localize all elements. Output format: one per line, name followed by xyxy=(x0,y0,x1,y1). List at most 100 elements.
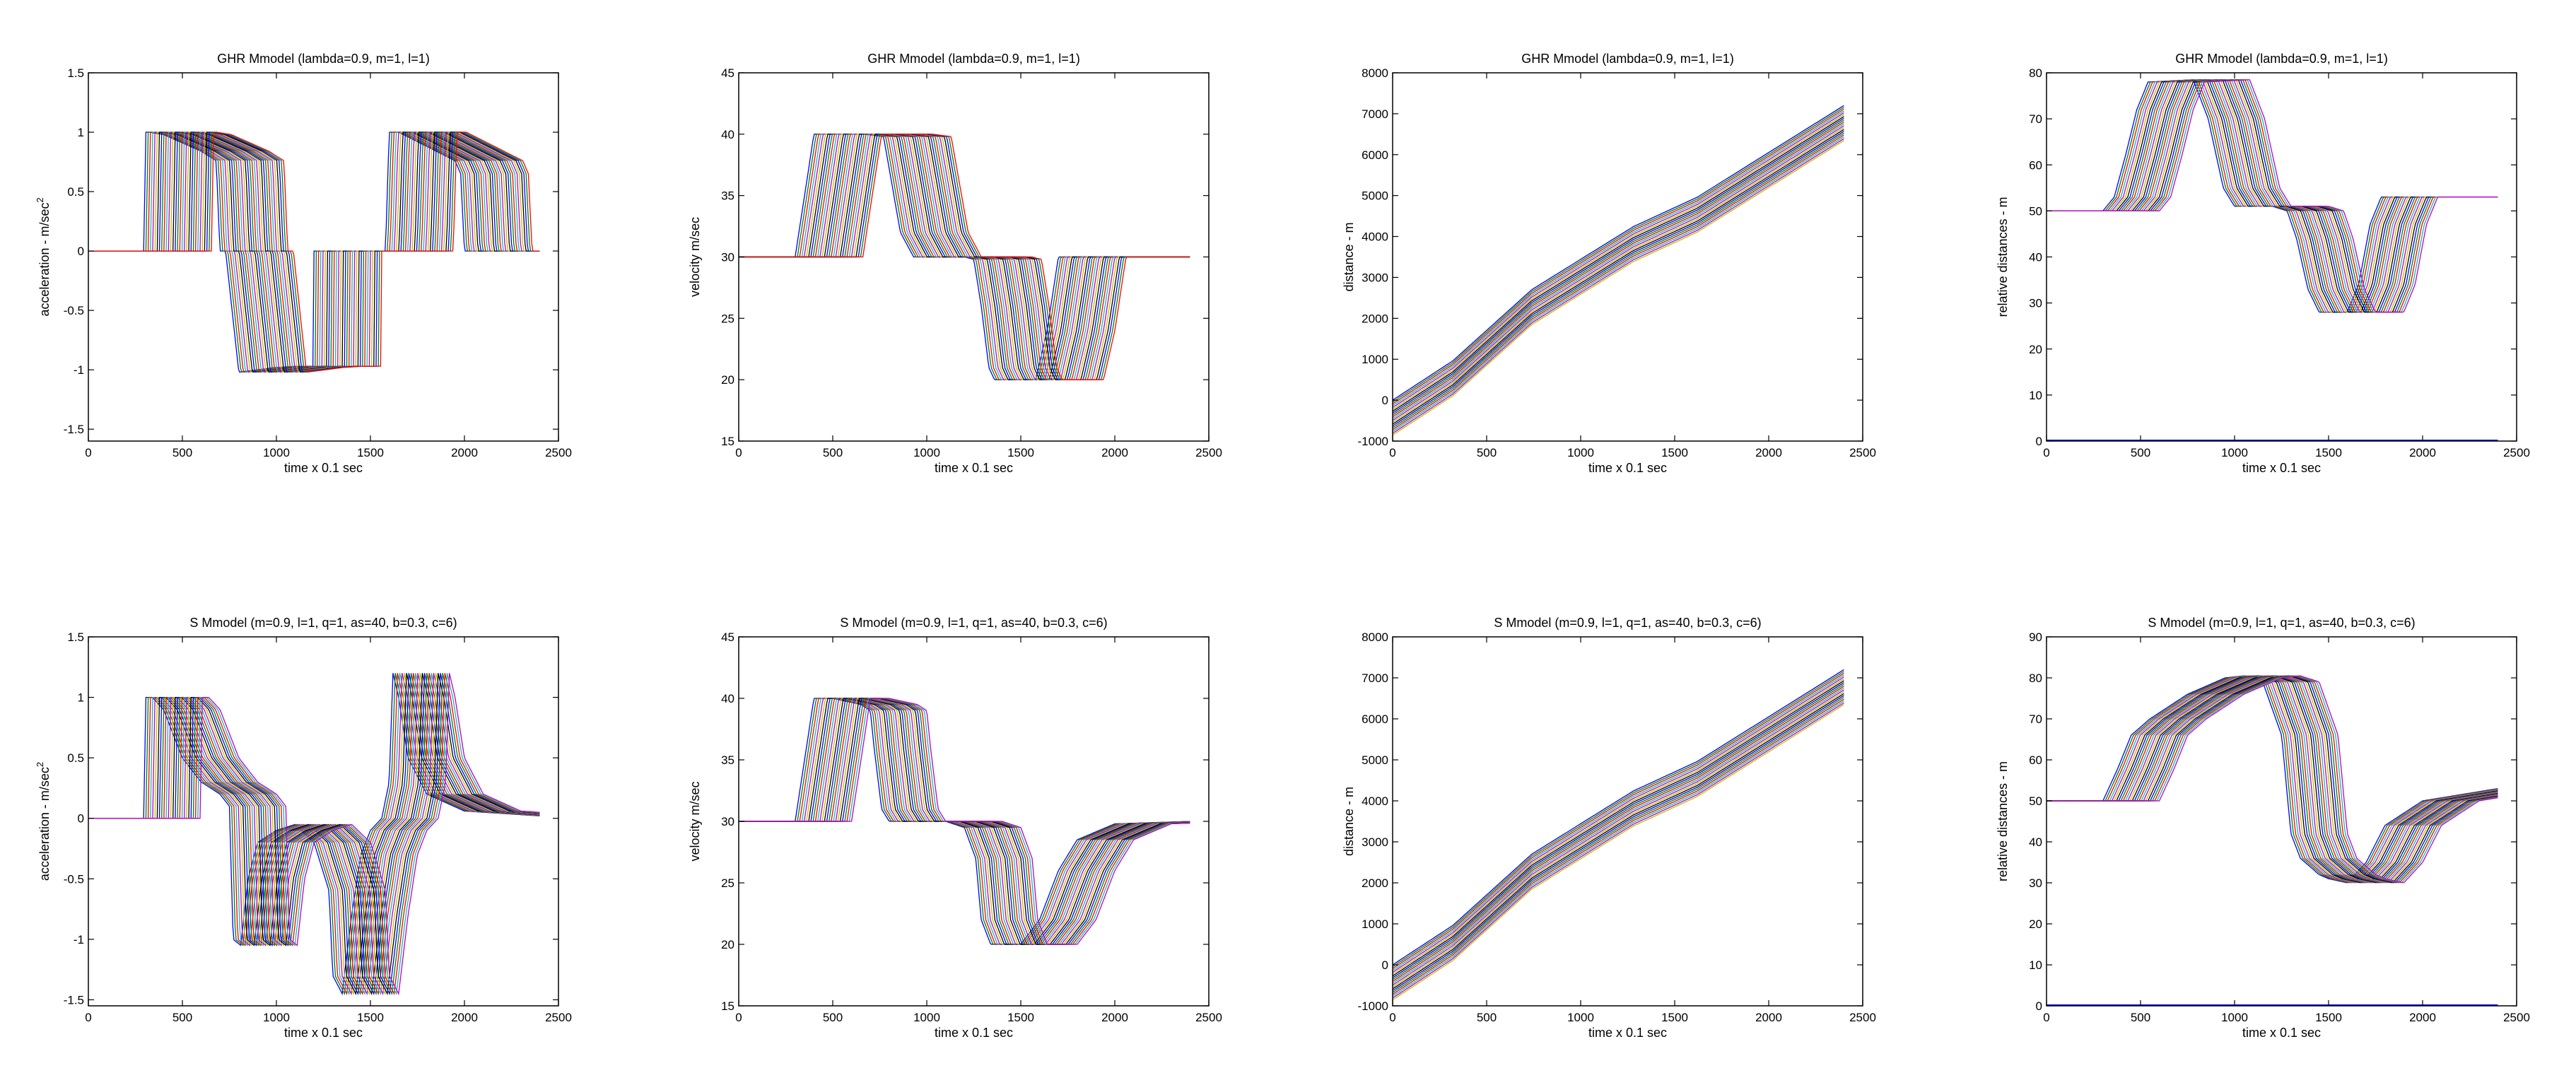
series-line xyxy=(2047,675,2498,884)
series-line xyxy=(2047,675,2498,884)
chart-title: GHR Mmodel (lambda=0.9, m=1, l=1) xyxy=(2175,52,2388,66)
series-line xyxy=(1393,132,1844,428)
x-axis-label: time x 0.1 sec xyxy=(935,1026,1013,1040)
y-tick-label: 10 xyxy=(2029,958,2042,972)
series-group xyxy=(1393,105,1844,436)
series-line xyxy=(739,698,1190,945)
series-group xyxy=(88,673,540,996)
y-tick-label: 0 xyxy=(78,812,84,826)
series-line xyxy=(2047,675,2498,884)
series-line xyxy=(739,698,1190,945)
series-line xyxy=(2047,675,2498,884)
axes-box xyxy=(2046,636,2517,1007)
series-line xyxy=(1393,669,1844,966)
series-line xyxy=(739,698,1190,945)
series-line xyxy=(1393,682,1844,978)
series-group xyxy=(739,698,1190,945)
series-line xyxy=(1393,673,1844,969)
series-line xyxy=(2047,675,2498,884)
series-line xyxy=(1393,684,1844,980)
x-tick-label: 500 xyxy=(172,1011,192,1024)
y-tick-label: -1 xyxy=(74,363,84,377)
series-line xyxy=(88,673,540,996)
series-line xyxy=(1393,119,1844,416)
x-tick-label: 0 xyxy=(735,446,742,459)
chart-panel-7: 0 500 1000 1500 2000 2500-1000010002000300040… xyxy=(1342,616,1876,1040)
y-tick-label: 40 xyxy=(2029,251,2042,264)
y-tick-label: 2000 xyxy=(1362,312,1388,325)
axes-box xyxy=(1392,72,1863,442)
y-tick-label: -1000 xyxy=(1358,999,1388,1013)
y-tick-label: 5000 xyxy=(1362,189,1388,203)
series-line xyxy=(2047,675,2498,884)
series-line xyxy=(1393,704,1844,1001)
series-line xyxy=(1393,680,1844,977)
series-line xyxy=(1393,687,1844,984)
series-line xyxy=(2047,675,2498,884)
series-line xyxy=(2047,675,2498,884)
x-tick-label: 2000 xyxy=(1755,1011,1782,1024)
y-tick-label: 80 xyxy=(2029,66,2042,80)
y-tick-label: 2000 xyxy=(1362,876,1388,890)
series-line xyxy=(2047,675,2498,884)
chart-title: GHR Mmodel (lambda=0.9, m=1, l=1) xyxy=(867,52,1080,66)
y-tick-label: 0 xyxy=(1382,394,1388,407)
series-line xyxy=(1393,678,1844,975)
x-tick-label: 0 xyxy=(85,1011,91,1024)
x-tick-label: 2500 xyxy=(1849,1011,1876,1024)
y-tick-label: 0 xyxy=(2036,999,2042,1013)
x-tick-label: 2000 xyxy=(2409,1011,2436,1024)
y-tick-label: 45 xyxy=(721,631,734,644)
series-line xyxy=(1393,122,1844,418)
series-line xyxy=(1393,689,1844,986)
x-tick-label: 2000 xyxy=(1101,1011,1128,1024)
x-tick-label: 0 xyxy=(735,1011,742,1024)
y-axis-label: velocity m/sec xyxy=(688,217,702,297)
y-tick-label: 1000 xyxy=(1362,917,1388,931)
x-tick-label: 2000 xyxy=(1101,446,1128,459)
series-line xyxy=(2047,675,2498,884)
y-tick-label: -0.5 xyxy=(64,872,84,886)
series-group xyxy=(2047,675,2498,1006)
series-line xyxy=(2047,675,2498,884)
x-tick-label: 0 xyxy=(2043,1011,2049,1024)
series-line xyxy=(1393,112,1844,409)
x-tick-label: 1000 xyxy=(263,446,290,459)
series-line xyxy=(2047,675,2498,884)
x-axis-label: time x 0.1 sec xyxy=(935,461,1013,475)
y-tick-label: 1 xyxy=(78,691,84,705)
y-tick-label: 0.5 xyxy=(67,751,84,765)
series-line xyxy=(2047,675,2498,884)
x-tick-label: 1000 xyxy=(913,446,940,459)
y-tick-label: 45 xyxy=(721,66,734,80)
series-line xyxy=(1393,123,1844,419)
y-tick-label: 90 xyxy=(2029,631,2042,644)
x-axis-label: time x 0.1 sec xyxy=(2242,1026,2321,1040)
series-group xyxy=(1393,669,1844,1001)
y-tick-label: -1.5 xyxy=(64,423,84,436)
x-tick-label: 2500 xyxy=(1849,446,1876,459)
y-tick-label: 10 xyxy=(2029,389,2042,402)
series-line xyxy=(1393,117,1844,414)
series-line xyxy=(2047,675,2498,884)
y-tick-label: 70 xyxy=(2029,112,2042,126)
series-line xyxy=(739,698,1190,945)
series-line xyxy=(88,673,540,996)
y-tick-label: 25 xyxy=(721,876,734,890)
x-tick-label: 2000 xyxy=(2409,446,2436,459)
y-tick-label: 35 xyxy=(721,753,734,767)
series-line xyxy=(88,131,540,373)
x-tick-label: 0 xyxy=(1389,446,1395,459)
chart-panel-8: 0 500 1000 1500 2000 2500 0 10 20 30 40 50 60 70 80 90 S… xyxy=(1996,616,2530,1040)
y-axis-label: velocity m/sec xyxy=(688,781,702,861)
series-line xyxy=(1393,125,1844,421)
y-tick-label: 3000 xyxy=(1362,271,1388,284)
chart-title: S Mmodel (m=0.9, l=1, q=1, as=40, b=0.3,… xyxy=(840,616,1107,630)
chart-panel-5: 0 500 1000 1500 2000 2500 -1.5 -1 -0.5 0 0.5 1 1.5 S … xyxy=(35,616,572,1040)
x-tick-label: 500 xyxy=(172,446,192,459)
series-line xyxy=(739,698,1190,945)
series-line xyxy=(1393,700,1844,997)
y-tick-label: 80 xyxy=(2029,671,2042,685)
y-axis-label: acceleration - m/sec2 xyxy=(35,762,52,881)
